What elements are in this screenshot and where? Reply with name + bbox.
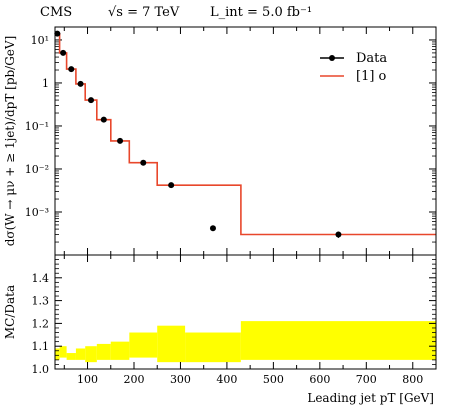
x-tick-label: 200 — [123, 373, 144, 386]
data-point — [77, 80, 84, 87]
data-point — [335, 231, 342, 238]
data-point — [209, 225, 216, 232]
ratio-band-bin — [59, 346, 67, 358]
ratio-plot-frame — [54, 254, 437, 370]
luminosity-label: L_int = 5.0 fb⁻¹ — [210, 5, 312, 20]
ratio-band-bin — [75, 348, 86, 360]
ratio-band-bin — [96, 343, 111, 360]
ratio-band-bin — [129, 332, 158, 358]
experiment-label: CMS — [40, 5, 72, 20]
main-y-axis: 10⁻³ 10⁻² 10⁻¹ 1 10¹ — [25, 26, 436, 243]
legend-mc-label: [1] o — [356, 69, 387, 84]
ratio-band-bin — [185, 332, 241, 363]
main-y-tick-label: 10⁻¹ — [25, 120, 49, 133]
main-panel: 10⁻³ 10⁻² 10⁻¹ 1 10¹ dσ(W → μν + ≥ 1jet)/dpT… — [3, 26, 437, 256]
x-tick-label: 300 — [170, 373, 191, 386]
data-point — [168, 182, 175, 189]
ratio-x-axis: 100 200 300 400 500 600 700 800 — [63, 255, 437, 386]
data-point — [117, 137, 124, 144]
main-y-tick-label: 10⁻² — [25, 163, 49, 176]
main-y-axis-label: dσ(W → μν + ≥ 1jet)/dpT [pb/GeV] — [3, 36, 17, 247]
x-tick-label: 500 — [263, 373, 284, 386]
ratio-band-bin — [66, 353, 76, 360]
ratio-band-bin — [110, 341, 130, 360]
ratio-y-axis-label: MC/Data — [3, 285, 17, 339]
energy-label: √s = 7 TeV — [108, 5, 180, 20]
x-axis-label: Leading jet pT [GeV] — [307, 391, 434, 405]
data-point — [140, 159, 147, 166]
ratio-band — [55, 321, 436, 363]
mc-histogram — [55, 32, 436, 236]
main-y-tick-label: 10¹ — [31, 34, 49, 47]
data-point — [88, 97, 95, 104]
legend: Data [1] o — [320, 51, 387, 84]
x-tick-label: 400 — [216, 373, 237, 386]
data-point — [68, 66, 75, 73]
data-point — [54, 30, 61, 37]
main-y-tick-label: 1 — [42, 77, 49, 90]
x-tick-label: 100 — [77, 373, 98, 386]
legend-data-label: Data — [356, 51, 387, 66]
ratio-y-tick-label: 1.4 — [32, 272, 50, 285]
main-y-tick-label: 10⁻³ — [25, 206, 49, 219]
x-tick-label: 600 — [309, 373, 330, 386]
ratio-panel: 1.0 1.1 1.2 1.3 1.4 100 200 300 400 500 600 700 800… — [3, 254, 437, 405]
legend-data-marker — [329, 55, 335, 61]
ratio-y-tick-label: 1.3 — [32, 295, 50, 308]
ratio-band-bin — [85, 346, 97, 363]
x-tick-label: 700 — [356, 373, 377, 386]
ratio-band-bin — [157, 325, 186, 363]
ratio-band-bin — [240, 321, 436, 360]
ratio-y-tick-label: 1.1 — [32, 340, 50, 353]
ratio-y-axis: 1.0 1.1 1.2 1.3 1.4 — [32, 259, 436, 376]
ratio-y-tick-label: 1.0 — [32, 363, 50, 376]
x-tick-label: 800 — [402, 373, 423, 386]
mc-step-line — [55, 32, 436, 236]
ratio-band-bin — [55, 348, 60, 360]
data-points — [54, 30, 342, 238]
ratio-y-tick-label: 1.2 — [32, 317, 50, 330]
data-point — [100, 116, 107, 123]
data-point — [60, 49, 67, 56]
